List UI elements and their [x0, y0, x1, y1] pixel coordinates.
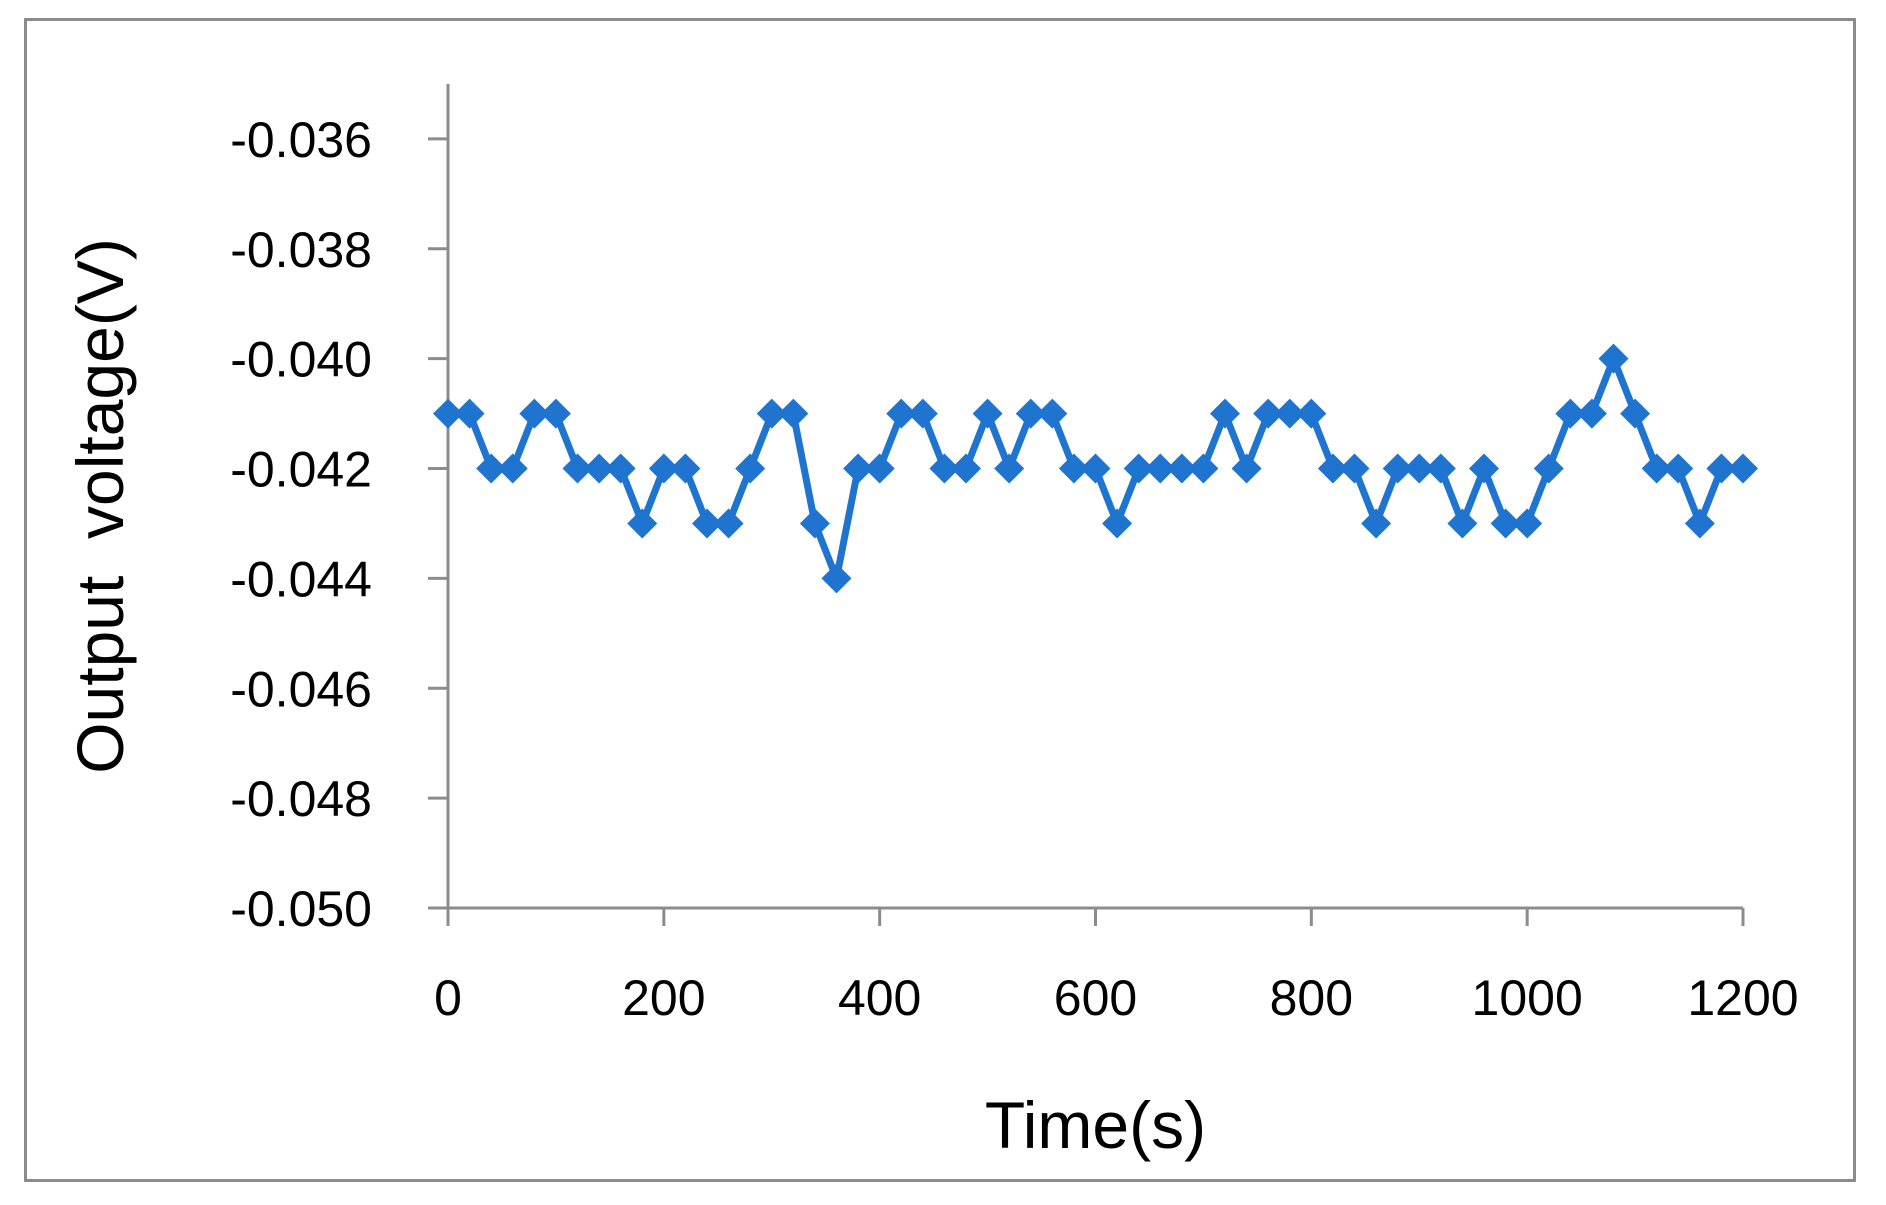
y-tick-label: -0.038 [230, 222, 372, 278]
data-point-marker [1037, 398, 1068, 429]
data-point-marker [1274, 398, 1305, 429]
x-tick-label: 1000 [1472, 970, 1583, 1026]
data-point-marker [1512, 508, 1543, 539]
data-point-marker [886, 398, 917, 429]
data-point-marker [627, 508, 658, 539]
data-point-marker [907, 398, 938, 429]
data-point-marker [1598, 343, 1629, 374]
data-point-marker [929, 453, 960, 484]
x-tick-label: 0 [434, 970, 462, 1026]
data-point-marker [1361, 508, 1392, 539]
x-tick-label: 800 [1270, 970, 1353, 1026]
data-point-marker [1382, 453, 1413, 484]
data-point-marker [497, 453, 528, 484]
data-point-marker [519, 398, 550, 429]
data-point-marker [1166, 453, 1197, 484]
data-point-marker [1231, 453, 1262, 484]
data-point-marker [648, 453, 679, 484]
data-point-marker [1555, 398, 1586, 429]
data-point-marker [1210, 398, 1240, 429]
data-point-marker [713, 508, 744, 539]
data-point-marker [584, 453, 615, 484]
x-axis-title: Time(s) [985, 1088, 1206, 1162]
data-point-marker [1447, 508, 1478, 539]
data-point-marker [476, 453, 507, 484]
data-point-marker [1102, 508, 1133, 539]
x-tick-label: 1200 [1687, 970, 1798, 1026]
data-point-marker [1339, 453, 1370, 484]
data-point-marker [735, 453, 766, 484]
data-point-marker [1015, 398, 1046, 429]
x-axis: 0 200 400 600 800 1000 1200 [434, 906, 1799, 1026]
data-point-marker [1425, 453, 1456, 484]
data-point-marker [972, 398, 1003, 429]
data-point-marker [951, 453, 981, 484]
data-point-marker [692, 508, 722, 539]
data-point-marker [433, 398, 463, 429]
y-tick-label: -0.048 [230, 771, 372, 827]
data-point-marker [1728, 453, 1758, 484]
data-point-marker [1296, 398, 1327, 429]
data-point-marker [1080, 453, 1111, 484]
data-point-marker [562, 453, 593, 484]
y-tick-label: -0.040 [230, 332, 372, 388]
data-point-marker [799, 508, 830, 539]
y-tick-label: -0.042 [230, 442, 372, 498]
y-axis-title: Output voltage(V) [63, 238, 137, 774]
data-point-marker [756, 398, 787, 429]
chart-frame [24, 18, 1856, 1182]
y-tick-label: -0.036 [230, 112, 372, 168]
data-point-marker [1145, 453, 1176, 484]
data-point-marker [605, 453, 636, 484]
x-tick-label: 400 [838, 970, 921, 1026]
data-point-marker [1706, 453, 1737, 484]
data-point-marker [778, 398, 809, 429]
data-point-marker [1058, 453, 1089, 484]
data-point-marker [1533, 453, 1564, 484]
data-point-marker [1253, 398, 1284, 429]
y-tick-label: -0.044 [230, 551, 372, 607]
data-point-marker [670, 453, 701, 484]
y-axis: -0.036 -0.038 -0.040 -0.042 -0.044 -0.046 -0.0… [230, 84, 450, 937]
x-tick-label: 200 [622, 970, 705, 1026]
data-point-marker [540, 398, 571, 429]
x-tick-label: 600 [1054, 970, 1137, 1026]
y-tick-label: -0.050 [230, 881, 372, 937]
data-point-marker [994, 453, 1025, 484]
data-point-marker [1684, 508, 1715, 539]
data-point-marker [1641, 453, 1672, 484]
data-point-marker [1576, 398, 1607, 429]
series-layer [433, 343, 1758, 594]
data-point-marker [454, 398, 485, 429]
data-point-marker [1620, 398, 1651, 429]
data-point-marker [1469, 453, 1499, 484]
y-tick-label: -0.046 [230, 661, 372, 717]
data-point-marker [1490, 508, 1521, 539]
data-point-marker [1404, 453, 1435, 484]
data-point-marker [1123, 453, 1154, 484]
data-point-marker [821, 563, 852, 594]
data-point-marker [864, 453, 895, 484]
data-point-marker [1317, 453, 1348, 484]
data-point-marker [843, 453, 874, 484]
data-point-marker [1188, 453, 1219, 484]
data-point-marker [1663, 453, 1694, 484]
